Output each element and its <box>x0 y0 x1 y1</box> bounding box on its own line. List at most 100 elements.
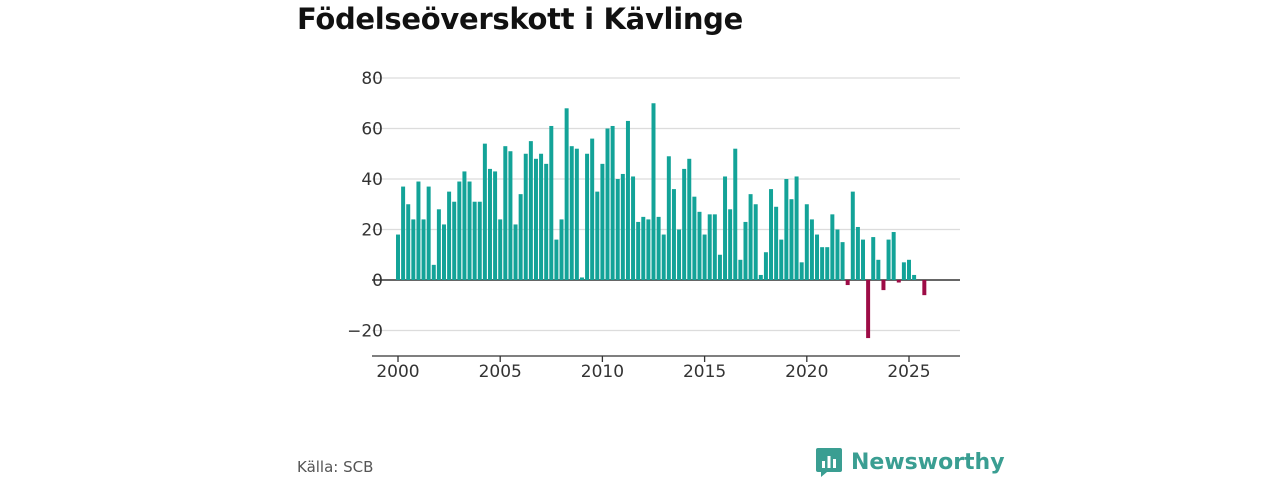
bar <box>687 158 692 280</box>
bar <box>677 229 682 280</box>
bar <box>661 234 666 280</box>
x-tick-label: 2005 <box>479 362 522 382</box>
brand-logo: Newsworthy <box>815 446 1005 478</box>
x-tick-label: 2020 <box>785 362 828 382</box>
bar <box>743 221 748 280</box>
bar <box>723 176 728 280</box>
bar <box>784 179 789 280</box>
bar <box>907 259 911 280</box>
y-tick-label: 20 <box>361 221 383 241</box>
bar <box>830 214 835 280</box>
bar <box>636 221 641 280</box>
bar <box>712 214 717 280</box>
bar <box>820 247 825 280</box>
bar <box>779 239 784 280</box>
bar <box>815 234 820 280</box>
bar <box>472 201 477 280</box>
bar <box>574 148 579 280</box>
bar <box>452 201 457 280</box>
bar <box>733 148 738 280</box>
bar <box>871 237 876 280</box>
bar <box>431 264 436 280</box>
bar <box>554 239 559 280</box>
x-tick-label: 2010 <box>581 362 624 382</box>
bar <box>896 280 901 283</box>
x-tick-label: 2025 <box>887 362 930 382</box>
bar <box>692 196 697 280</box>
bar <box>866 280 871 339</box>
y-tick-label: 80 <box>361 69 383 89</box>
bar <box>861 239 866 280</box>
bar <box>840 242 845 280</box>
y-tick-label: 0 <box>372 271 383 291</box>
bar <box>891 232 896 280</box>
bar <box>620 173 625 280</box>
bar <box>769 189 774 280</box>
y-tick-label: 60 <box>361 120 383 140</box>
bar <box>651 103 656 280</box>
bar <box>467 181 472 280</box>
bar <box>426 186 431 280</box>
bar <box>850 191 855 280</box>
brand-name: Newsworthy <box>851 449 1005 475</box>
y-tick-label: 40 <box>361 170 383 190</box>
bar <box>753 204 758 280</box>
bar <box>406 204 411 280</box>
bar <box>707 214 712 280</box>
bar <box>641 216 646 280</box>
bar <box>513 224 518 280</box>
bar <box>518 194 523 280</box>
bar <box>682 168 687 280</box>
bar <box>579 277 584 280</box>
bar <box>809 219 814 280</box>
bar <box>912 274 917 280</box>
bar <box>462 171 467 280</box>
x-tick-label: 2000 <box>376 362 419 382</box>
bar <box>564 108 569 280</box>
bar <box>804 204 809 280</box>
bar <box>656 216 661 280</box>
bar <box>585 153 590 280</box>
chart-title: Födelseöverskott i Kävlinge <box>297 2 744 36</box>
bar <box>559 219 564 280</box>
bar <box>758 274 763 280</box>
bar <box>421 219 426 280</box>
y-axis-labels: −20 0 20 40 60 80 <box>347 69 383 342</box>
bar <box>544 163 549 280</box>
bar <box>482 143 487 280</box>
bar <box>625 120 630 280</box>
bar <box>738 259 743 280</box>
bar <box>396 234 400 280</box>
bar <box>728 209 733 280</box>
bar <box>922 280 927 296</box>
bar <box>523 153 528 280</box>
bar <box>411 219 416 280</box>
bar <box>533 158 538 280</box>
newsworthy-logo-icon <box>816 448 842 477</box>
bar <box>528 141 533 280</box>
bar <box>666 156 671 280</box>
bar <box>748 194 753 280</box>
bar <box>702 234 707 280</box>
bar <box>600 163 605 280</box>
bar <box>457 181 462 280</box>
x-tick-label: 2015 <box>683 362 726 382</box>
bar <box>835 229 840 280</box>
bar <box>610 125 615 280</box>
bar <box>477 201 482 280</box>
bar <box>503 146 508 280</box>
bar <box>441 224 446 280</box>
bar <box>493 171 498 280</box>
bar <box>799 262 804 280</box>
x-axis: 2000 2005 2010 2015 2020 2025 <box>372 355 960 382</box>
bar <box>590 138 595 280</box>
bar <box>774 206 779 280</box>
bar <box>447 191 452 280</box>
bar <box>763 252 768 280</box>
bar <box>569 146 574 280</box>
bar <box>416 181 421 280</box>
source-label: Källa: SCB <box>297 458 374 476</box>
bar <box>549 125 554 280</box>
bar <box>794 176 799 280</box>
